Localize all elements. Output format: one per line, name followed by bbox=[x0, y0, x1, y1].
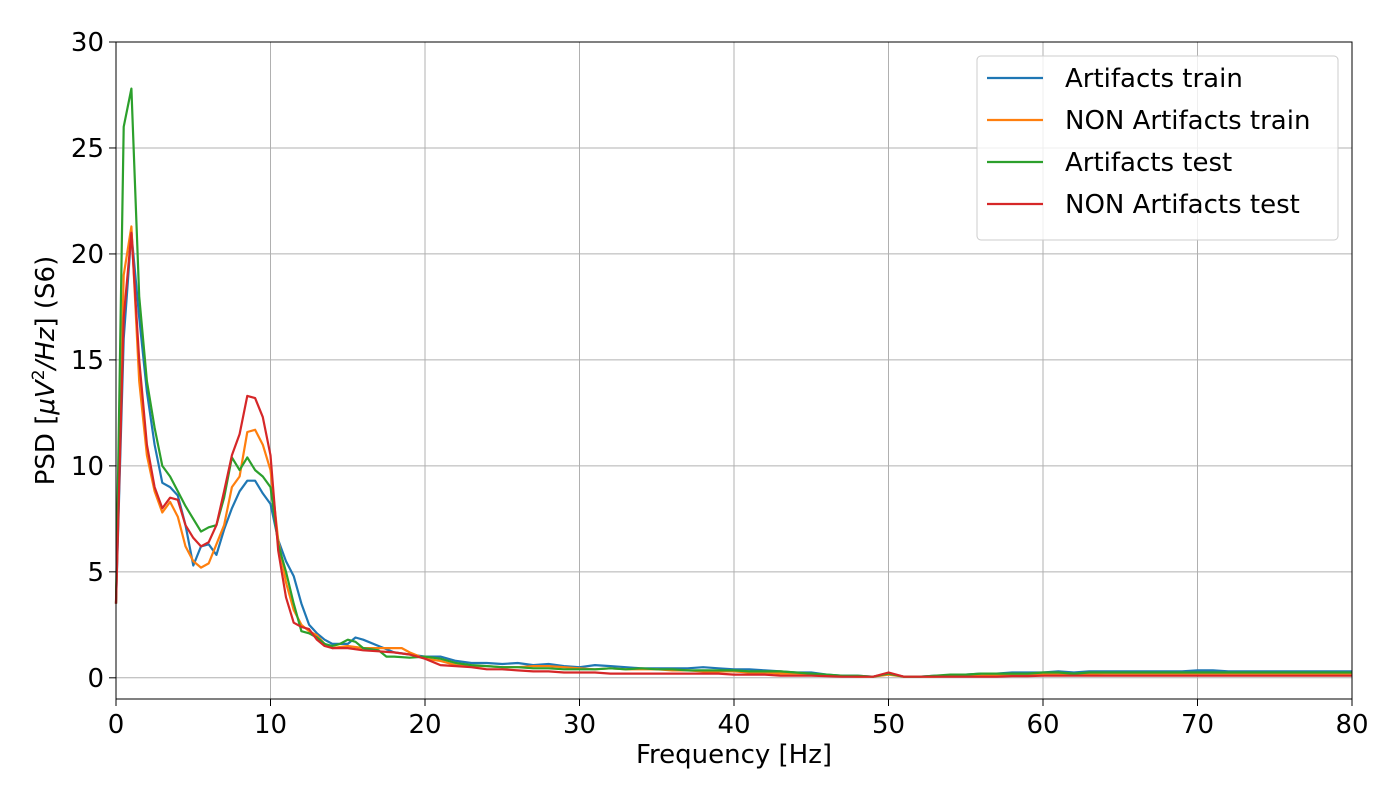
y-axis-label-prefix: PSD [ bbox=[31, 415, 61, 486]
x-tick-label: 70 bbox=[1181, 710, 1214, 740]
y-axis-label: PSD [μV2/Hz] (S6) bbox=[29, 256, 61, 486]
x-tick-label: 40 bbox=[717, 710, 750, 740]
y-axis-label-hz: /Hz bbox=[31, 326, 61, 371]
x-tick-label: 30 bbox=[563, 710, 596, 740]
x-tick-label: 80 bbox=[1335, 710, 1368, 740]
y-tick-label: 0 bbox=[87, 664, 104, 694]
y-tick-label: 10 bbox=[71, 452, 104, 482]
legend-label-3: NON Artifacts test bbox=[1065, 190, 1300, 220]
series-line-3 bbox=[114, 231, 1352, 678]
y-axis-label-suffix: ] (S6) bbox=[31, 256, 61, 328]
y-tick-label: 20 bbox=[71, 240, 104, 270]
x-axis-label: Frequency [Hz] bbox=[636, 740, 832, 770]
axis-ticks: 0 10 20 30 40 50 60 70 80 0 5 10 15 20 25 30 bbox=[71, 28, 1369, 740]
y-tick-label: 25 bbox=[71, 134, 104, 164]
series-line-2 bbox=[114, 87, 1352, 678]
y-axis-label-v: V bbox=[31, 378, 61, 398]
legend: Artifacts train NON Artifacts train Artifa… bbox=[976, 55, 1339, 241]
legend-label-2: Artifacts test bbox=[1065, 148, 1232, 178]
x-tick-label: 60 bbox=[1026, 710, 1059, 740]
y-tick-label: 5 bbox=[87, 558, 104, 588]
x-tick-label: 20 bbox=[408, 710, 441, 740]
x-tick-label: 0 bbox=[108, 710, 125, 740]
legend-label-0: Artifacts train bbox=[1065, 64, 1243, 94]
legend-label-1: NON Artifacts train bbox=[1065, 106, 1310, 136]
y-tick-label: 30 bbox=[71, 28, 104, 58]
legend-box bbox=[976, 55, 1339, 241]
y-tick-label: 15 bbox=[71, 346, 104, 376]
series-layer bbox=[114, 87, 1352, 678]
y-axis-label-mu: μ bbox=[31, 398, 61, 416]
x-tick-label: 50 bbox=[872, 710, 905, 740]
y-axis-label-exp: 2 bbox=[29, 369, 49, 380]
x-tick-label: 10 bbox=[254, 710, 287, 740]
